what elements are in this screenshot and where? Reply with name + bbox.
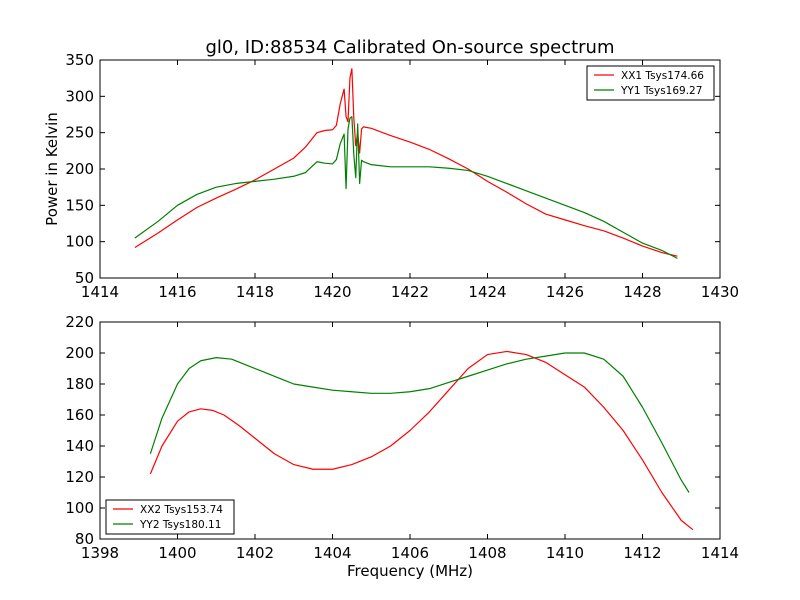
y-axis-label: Power in Kelvin [43, 112, 61, 226]
x-tick-label: 1408 [468, 544, 506, 562]
y-tick-label: 180 [65, 375, 94, 393]
y-tick-label: 140 [65, 437, 94, 455]
series-line-xx2 [149, 350, 694, 531]
top-panel: 1414 1416 1418 1420 1422 1424 1426 1428 1430 50 10… [43, 51, 739, 301]
y-tick-label: 250 [65, 124, 94, 142]
x-tick-label: 1404 [313, 544, 351, 562]
y-tick-label: 200 [65, 160, 94, 178]
series-line-yy1 [134, 116, 678, 259]
series-line-yy2 [149, 352, 690, 493]
bottom-panel: 1398 1400 1402 1404 1406 1408 1410 1412 1414 80 10… [65, 313, 739, 580]
x-tick-label: 1416 [158, 283, 196, 301]
x-tick-label: 1422 [391, 283, 429, 301]
legend: XX2 Tsys153.74 YY2 Tsys180.11 [105, 499, 235, 535]
x-tick-label: 1402 [236, 544, 274, 562]
y-tick-label: 100 [65, 499, 94, 517]
legend-entry: XX1 Tsys174.66 [621, 70, 704, 82]
y-tick-label: 350 [65, 51, 94, 69]
y-tick-label: 120 [65, 468, 94, 486]
y-tick-label: 100 [65, 233, 94, 251]
y-tick-label: 50 [75, 269, 94, 287]
legend-box [105, 499, 235, 535]
x-axis-label: Frequency (MHz) [347, 562, 473, 580]
legend: XX1 Tsys174.66 YY1 Tsys169.27 [586, 65, 715, 101]
x-tick-label: 1414 [701, 544, 739, 562]
y-tick-label: 160 [65, 406, 94, 424]
x-tick-label: 1414 [81, 283, 119, 301]
x-tick-label: 1410 [546, 544, 584, 562]
x-tick-label: 1400 [158, 544, 196, 562]
x-tick-label: 1420 [313, 283, 351, 301]
x-tick-label: 1418 [236, 283, 274, 301]
y-tick-label: 300 [65, 87, 94, 105]
x-tick-label: 1398 [81, 544, 119, 562]
y-tick-label: 150 [65, 196, 94, 214]
y-tick-label: 200 [65, 344, 94, 362]
y-tick-label: 80 [75, 530, 94, 548]
series-line-xx1 [134, 68, 678, 257]
legend-box [586, 65, 715, 101]
legend-entry: XX2 Tsys153.74 [140, 504, 223, 516]
x-tick-label: 1428 [623, 283, 661, 301]
x-tick-label: 1430 [701, 283, 739, 301]
x-tick-label: 1426 [546, 283, 584, 301]
chart-title: gl0, ID:88534 Calibrated On-source spect… [205, 37, 614, 58]
x-tick-label: 1406 [391, 544, 429, 562]
y-tick-label: 220 [65, 313, 94, 331]
legend-entry: YY1 Tsys169.27 [620, 85, 702, 97]
x-tick-label: 1424 [468, 283, 506, 301]
legend-entry: YY2 Tsys180.11 [139, 519, 221, 531]
x-tick-label: 1412 [623, 544, 661, 562]
